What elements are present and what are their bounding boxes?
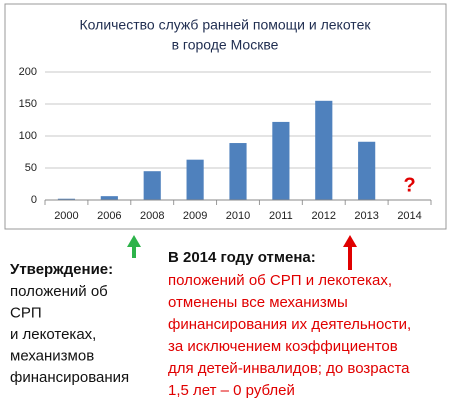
note-line: положений об СРП и лекотеках,: [168, 272, 392, 289]
note-line: за исключением коэффициентов: [168, 338, 398, 355]
x-tick-label: 2010: [226, 210, 250, 222]
note-line: СРП: [10, 304, 42, 321]
bar: [100, 196, 118, 200]
note-line: механизмов: [10, 347, 94, 364]
x-tick-label: 2009: [183, 210, 207, 222]
note-line: положений об: [10, 283, 108, 300]
punctuation: :: [108, 261, 113, 278]
x-tick-label: 2006: [97, 210, 121, 222]
x-tick-label: 2012: [312, 210, 336, 222]
green-arrow: [127, 235, 141, 258]
bar: [229, 143, 247, 200]
bar: [358, 141, 376, 200]
chart-title: в городе Москве: [172, 37, 279, 53]
y-tick-label: 150: [19, 98, 37, 110]
x-tick-label: 2014: [397, 210, 421, 222]
x-tick-label: 2013: [354, 210, 378, 222]
x-tick-label: 2000: [54, 210, 78, 222]
note-line: 1,5 лет – 0 рублей: [168, 382, 295, 399]
x-tick-label: 2011: [269, 210, 293, 222]
annotation: ?: [403, 174, 415, 196]
red-arrow: [343, 235, 357, 270]
bar: [272, 121, 290, 200]
bar: [186, 159, 204, 200]
note-line: финансирования: [10, 369, 129, 386]
bar: [57, 198, 76, 200]
note-line: отменены все механизмы: [168, 294, 348, 311]
note-line: и лекотеках,: [10, 326, 96, 343]
bar: [315, 100, 333, 200]
y-tick-label: 100: [19, 130, 37, 142]
y-tick-label: 200: [19, 66, 37, 78]
note-title: В 2014 году отмена:: [168, 249, 316, 266]
y-tick-label: 50: [25, 162, 37, 174]
punctuation: :: [311, 249, 316, 266]
bar: [143, 171, 161, 200]
note-title: Утверждение:: [10, 261, 113, 278]
note-line: финансирования их деятельности,: [168, 316, 411, 333]
y-tick-label: 0: [31, 194, 37, 206]
note-line: для детей-инвалидов; до возраста: [168, 360, 410, 377]
chart-title: Количество служб ранней помощи и лекотек: [80, 17, 372, 33]
x-tick-label: 2008: [140, 210, 164, 222]
